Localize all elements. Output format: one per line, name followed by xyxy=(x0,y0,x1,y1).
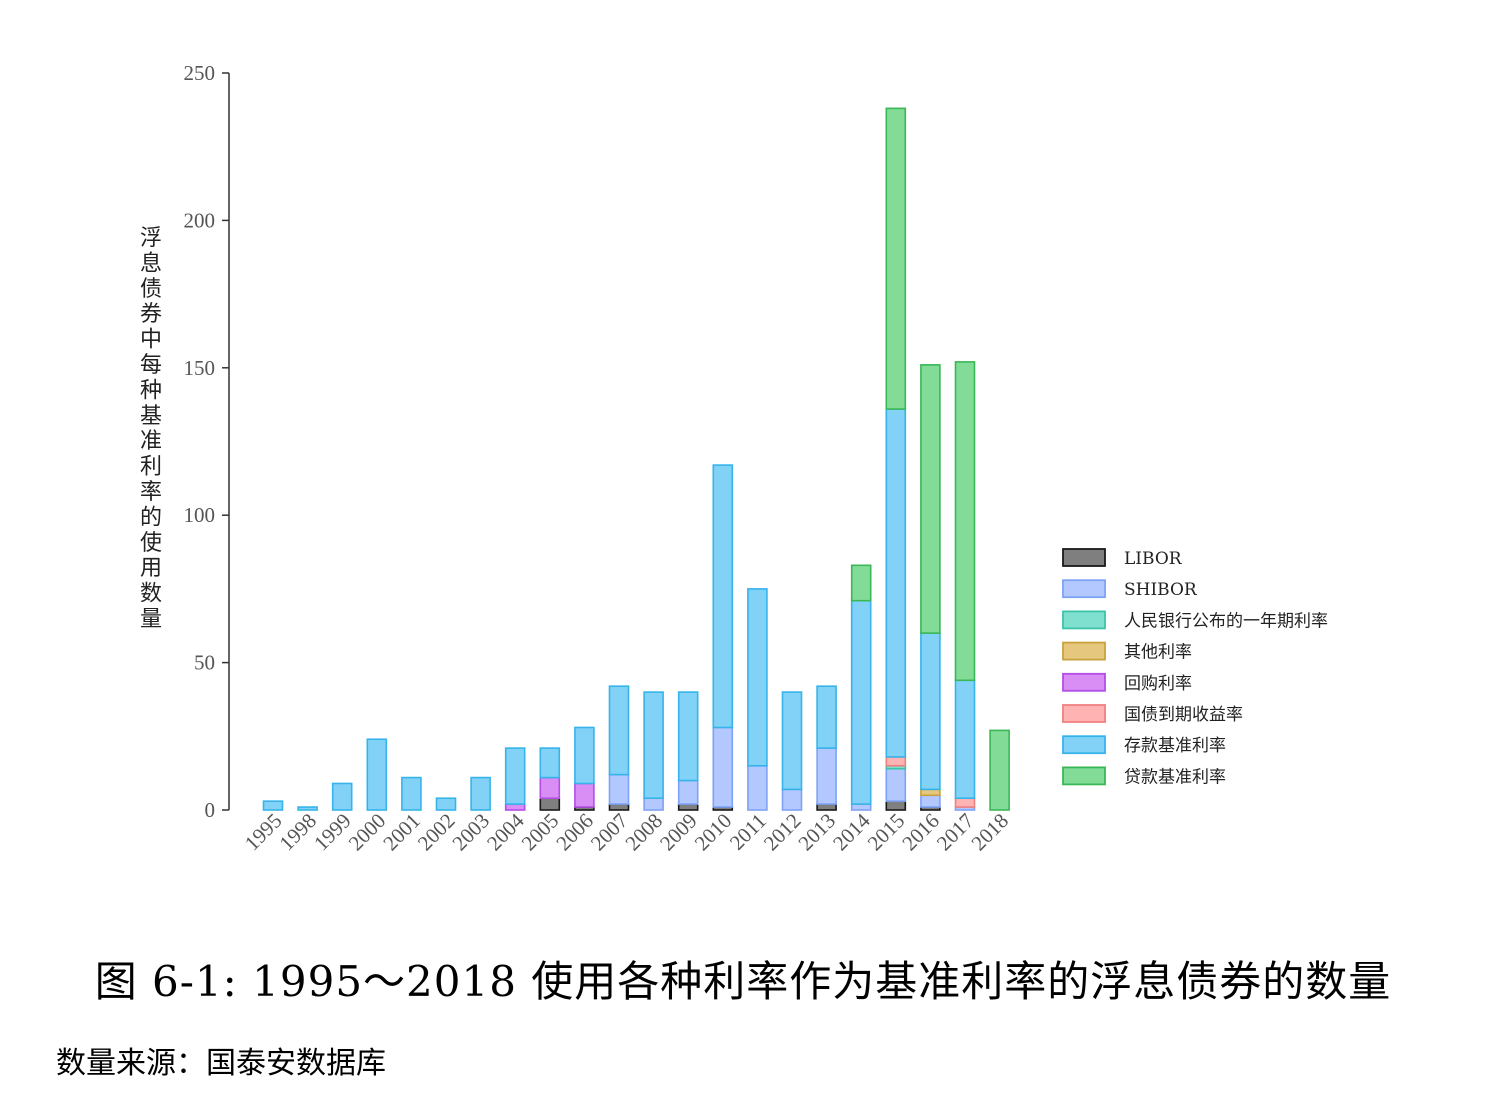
y-axis-title-char: 每 xyxy=(140,353,162,378)
bar-segment xyxy=(366,738,388,811)
y-axis-title-char: 息 xyxy=(140,251,162,276)
bar-segment xyxy=(816,747,837,805)
bar-segments xyxy=(262,107,1010,811)
legend-swatch xyxy=(1062,579,1106,599)
bar-segment xyxy=(781,691,803,791)
bar-segment xyxy=(297,806,318,811)
legend-label: SHIBOR xyxy=(1124,580,1198,600)
y-tick-label: 100 xyxy=(184,503,216,527)
bar-segment xyxy=(608,685,630,776)
bar-segment xyxy=(401,776,422,811)
bar-segment xyxy=(712,464,734,729)
y-axis-title-char: 种 xyxy=(140,378,162,403)
y-ticks: 0 50 100 150 200 250 xyxy=(184,61,229,822)
x-tick-label: 2018 xyxy=(966,809,1013,856)
legend-swatch xyxy=(1062,766,1106,786)
legend-label: 贷款基准利率 xyxy=(1124,767,1226,787)
bar-segment xyxy=(539,747,561,779)
legend-label: 回购利率 xyxy=(1124,674,1192,694)
bar-segment xyxy=(677,803,699,811)
bar-segment xyxy=(504,803,526,811)
y-axis-title-char: 中 xyxy=(140,328,162,353)
y-axis-title-char: 使 xyxy=(140,531,162,556)
legend-label: 存款基准利率 xyxy=(1124,736,1226,756)
bar-segment xyxy=(885,756,907,767)
bar-segment xyxy=(539,797,561,811)
y-axis-title-char: 债 xyxy=(140,277,162,302)
legend-swatch xyxy=(1062,735,1106,755)
bar-segment xyxy=(885,107,907,410)
bar-segment xyxy=(920,364,941,634)
bar-segment xyxy=(954,797,976,808)
bar-segment xyxy=(574,782,595,808)
bar-segment xyxy=(920,794,941,808)
legend-label: LIBOR xyxy=(1124,549,1183,569)
legend-swatch xyxy=(1062,672,1106,692)
bar-segment xyxy=(539,776,561,800)
y-axis-title-char: 量 xyxy=(140,607,162,632)
bar-segment xyxy=(747,764,768,811)
legend-label: 国债到期收益率 xyxy=(1124,705,1243,725)
legend-label: 人民银行公布的一年期利率 xyxy=(1124,611,1328,631)
y-axis-title-char: 券 xyxy=(140,302,162,327)
y-tick-label: 150 xyxy=(184,356,216,380)
bar-segment xyxy=(885,800,907,811)
bar-segment xyxy=(885,767,907,802)
legend-swatch xyxy=(1062,641,1106,661)
bar-segment xyxy=(712,726,734,808)
source-note: 数量来源：国泰安数据库 xyxy=(56,1046,386,1081)
bar-segment xyxy=(747,588,768,767)
bar-segment xyxy=(677,691,699,782)
x-tick-label: 2011 xyxy=(725,809,771,855)
y-tick-label: 50 xyxy=(194,651,215,675)
bar-segment xyxy=(262,800,284,811)
x-ticks: 1995199819992000200120022003200420052006… xyxy=(240,808,1013,855)
y-axis-title-char: 利 xyxy=(140,455,162,480)
y-axis-title-char: 率 xyxy=(140,480,162,505)
bar-segment xyxy=(643,797,664,811)
bar-segment xyxy=(608,773,630,805)
bar-segment xyxy=(677,779,699,805)
bar-segment xyxy=(643,691,664,800)
bar-segment xyxy=(920,632,941,791)
bar-segment xyxy=(435,797,457,811)
y-tick-label: 200 xyxy=(184,208,216,232)
figure-caption: 图 6-1: 1995～2018 使用各种利率作为基准利率的浮息债券的数量 xyxy=(94,957,1392,1006)
bar-segment xyxy=(816,685,837,749)
bar-segment xyxy=(574,726,595,785)
legend-label: 其他利率 xyxy=(1124,643,1192,663)
bar-segment xyxy=(850,599,872,805)
y-axis-title-char: 基 xyxy=(140,404,162,429)
bar-segment xyxy=(470,776,491,811)
legend-swatch xyxy=(1062,610,1106,630)
y-axis-title-char: 准 xyxy=(140,429,162,454)
y-axis-title-char: 数 xyxy=(140,582,162,607)
bar-segment xyxy=(954,679,976,800)
bar-segment xyxy=(816,803,837,811)
bar-segment xyxy=(920,788,941,797)
y-tick-label: 250 xyxy=(184,61,216,85)
legend-swatch xyxy=(1062,548,1106,567)
legend-swatch xyxy=(1062,704,1106,723)
bar-segment xyxy=(885,408,907,758)
bar-segment xyxy=(850,564,872,602)
y-axis-title-char: 浮 xyxy=(140,226,162,251)
bar-segment xyxy=(504,747,526,805)
bar-segment xyxy=(608,803,630,811)
bar-segment xyxy=(781,788,803,811)
y-axis-title-char: 用 xyxy=(140,556,162,581)
bar-segment xyxy=(331,782,353,811)
legend: LIBOR SHIBOR 人民银行公布的一年期利率其他利率回购利率国债到期收益率存款… xyxy=(1062,548,1328,787)
y-axis-title-char: 的 xyxy=(140,505,162,530)
stacked-bar-chart: 0 50 100 150 200 250 199519981999200020012002… xyxy=(140,61,1328,855)
bar-segment xyxy=(850,803,872,811)
bar-segment xyxy=(989,729,1010,811)
bar-segment xyxy=(954,361,976,682)
y-tick-label: 0 xyxy=(205,798,216,822)
